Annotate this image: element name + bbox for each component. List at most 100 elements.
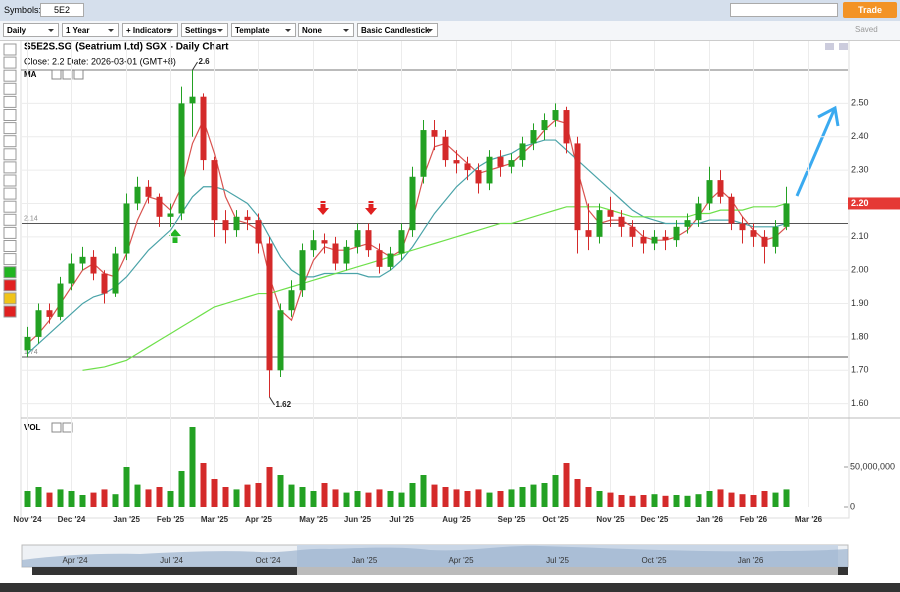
volume-bar (233, 489, 240, 507)
indicators-button[interactable]: + Indicators (122, 23, 178, 37)
candle-body (607, 210, 614, 217)
tool-button[interactable] (3, 56, 17, 69)
volume-bar (365, 492, 372, 507)
y-tick-label: 2.30 (851, 164, 869, 174)
sell-arrow (317, 201, 329, 215)
volume-bar (277, 475, 284, 507)
candle-body (398, 230, 405, 254)
ma-close-icon[interactable] (73, 69, 84, 80)
annotation: 1.62 (276, 400, 292, 409)
candle-body (530, 130, 537, 144)
tool-button[interactable] (3, 187, 17, 200)
tool-button[interactable] (3, 122, 17, 135)
symbols-label: Symbols: (4, 5, 42, 15)
tool-button[interactable] (3, 148, 17, 161)
volume-bar (299, 487, 306, 507)
x-tick-label: Nov '25 (596, 515, 625, 524)
tool-button[interactable] (3, 253, 17, 266)
trend-arrow (795, 109, 836, 197)
tool-button[interactable] (3, 213, 17, 226)
trade-button[interactable]: Trade (843, 2, 897, 18)
tool-button[interactable] (3, 161, 17, 174)
candle-body (233, 216, 240, 231)
x-tick-label: Oct '25 (542, 515, 569, 524)
candle-body (486, 156, 493, 184)
candle-body (332, 243, 339, 264)
volume-bar (68, 491, 75, 507)
tool-button[interactable] (3, 305, 17, 318)
candle-body (354, 230, 361, 247)
bottom-bar (0, 583, 900, 592)
vol-settings-icon[interactable] (51, 422, 62, 433)
volume-bar (563, 463, 570, 507)
volume-bar (530, 484, 537, 507)
volume-bar (420, 475, 427, 507)
volume-bar (200, 463, 207, 507)
tool-button[interactable] (3, 174, 17, 187)
tool-button[interactable] (3, 240, 17, 252)
last-price-label: 2.20 (851, 198, 869, 208)
candle-body (321, 240, 328, 244)
candle-body (783, 203, 790, 227)
candle-body (442, 136, 449, 161)
volume-bar (761, 491, 768, 507)
volume-bar (629, 495, 636, 507)
tool-button[interactable] (3, 95, 17, 108)
volume-bar (123, 467, 130, 507)
volume-bar (596, 491, 603, 507)
tool-button[interactable] (3, 135, 17, 148)
navigator-label: Jul '25 (546, 556, 569, 565)
candle-body (156, 196, 163, 217)
volume-bar (156, 487, 163, 507)
range-dropdown[interactable]: 1 Year (62, 23, 119, 37)
tool-button[interactable] (3, 82, 17, 95)
ma-edit-icon[interactable] (51, 69, 62, 80)
tool-button[interactable] (3, 109, 17, 121)
volume-bar (145, 489, 152, 507)
tool-button[interactable] (3, 279, 17, 292)
tool-button[interactable] (3, 292, 17, 305)
volume-bar (662, 495, 669, 507)
navigator-label: Jan '26 (738, 556, 764, 565)
candle-body (387, 253, 394, 267)
symbol-input[interactable]: 5E2 (40, 3, 84, 17)
volume-bar (717, 489, 724, 507)
chart-style-dropdown[interactable]: Basic Candlestick (357, 23, 438, 37)
volume-bar (651, 494, 658, 507)
candle-body (189, 96, 196, 104)
drawing-dropdown[interactable]: None (298, 23, 354, 37)
tool-button[interactable] (3, 226, 17, 239)
settings-button[interactable]: Settings (181, 23, 228, 37)
tool-button[interactable] (3, 43, 17, 56)
ma-line (27, 118, 787, 345)
candle-body (266, 243, 273, 371)
search-input[interactable] (730, 3, 838, 17)
tool-sidebar (3, 43, 17, 318)
vol-close-icon[interactable] (62, 422, 73, 433)
candle-body (178, 103, 185, 214)
volume-bar (739, 494, 746, 507)
tool-button[interactable] (3, 69, 17, 82)
interval-dropdown[interactable]: Daily (3, 23, 59, 37)
volume-bar (79, 495, 86, 507)
price-line-label: 1.74 (24, 349, 38, 356)
screenshot-icon[interactable] (825, 43, 834, 50)
template-dropdown[interactable]: Template (231, 23, 296, 37)
candle-body (552, 110, 559, 121)
x-tick-label: Mar '26 (795, 515, 823, 524)
candle-body (255, 220, 262, 244)
x-tick-label: May '25 (299, 515, 328, 524)
print-icon[interactable] (839, 43, 848, 50)
candle-body (431, 130, 438, 137)
volume-bar (431, 484, 438, 507)
candle-body (90, 256, 97, 274)
tool-button[interactable] (3, 266, 17, 279)
ma-settings-icon[interactable] (62, 69, 73, 80)
scrollbar-thumb[interactable] (297, 567, 838, 575)
tool-button[interactable] (3, 200, 17, 213)
trend-arrow-head (817, 105, 840, 127)
candle-body (57, 283, 64, 317)
y-tick-label: 2.40 (851, 131, 869, 141)
volume-bar (255, 483, 262, 507)
candle-body (728, 196, 735, 224)
